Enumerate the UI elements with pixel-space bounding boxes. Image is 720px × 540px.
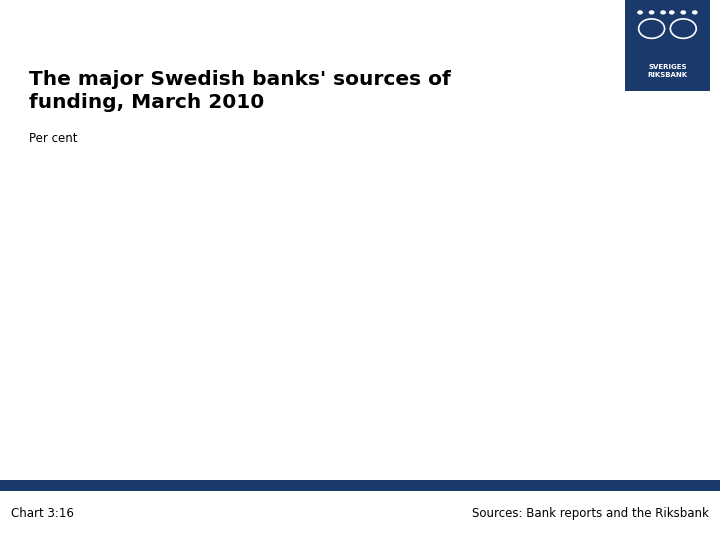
Circle shape <box>649 10 654 15</box>
Text: Chart 3:16: Chart 3:16 <box>11 507 73 519</box>
Circle shape <box>660 10 666 15</box>
Text: The major Swedish banks' sources of
funding, March 2010: The major Swedish banks' sources of fund… <box>29 70 451 112</box>
Circle shape <box>692 10 698 15</box>
Circle shape <box>680 10 686 15</box>
Text: RIKSBANK: RIKSBANK <box>647 72 688 78</box>
Text: SVERIGES: SVERIGES <box>648 64 687 70</box>
Bar <box>625 0 710 91</box>
Text: Sources: Bank reports and the Riksbank: Sources: Bank reports and the Riksbank <box>472 507 709 519</box>
Circle shape <box>669 10 675 15</box>
Text: Per cent: Per cent <box>29 132 77 145</box>
Bar <box>0 480 720 491</box>
Circle shape <box>637 10 643 15</box>
